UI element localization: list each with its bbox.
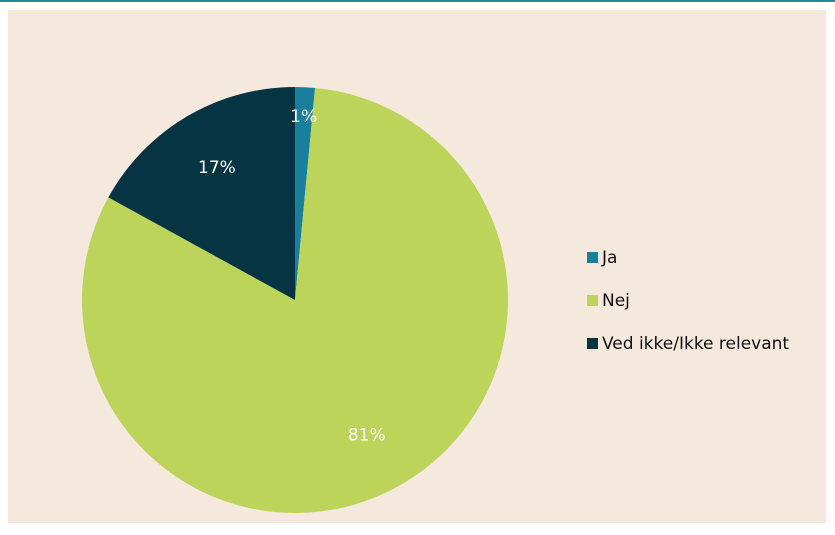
legend-swatch-ved-ikke-ikke-relevant: [587, 338, 598, 349]
data-label-nej: 81%: [348, 426, 386, 446]
pie-slice-ja: [295, 87, 316, 300]
legend-label-ja: Ja: [601, 248, 617, 268]
pie-data-labels: 1% 81% 17%: [198, 107, 386, 446]
legend: Ja Nej Ved ikke/Ikke relevant: [587, 248, 789, 354]
data-label-ved-ikke-ikke-relevant: 17%: [198, 158, 236, 178]
legend-swatch-nej: [587, 295, 598, 306]
pie-slice-ved-ikke-ikke-relevant: [108, 87, 295, 300]
data-label-ja: 1%: [290, 107, 317, 127]
pie-slice-nej: [82, 87, 508, 513]
legend-label-nej: Nej: [602, 291, 630, 311]
legend-label-ved-ikke-ikke-relevant: Ved ikke/Ikke relevant: [602, 334, 789, 354]
top-rule: [0, 0, 835, 2]
pie-slices: [82, 87, 508, 513]
legend-swatch-ja: [587, 252, 598, 263]
